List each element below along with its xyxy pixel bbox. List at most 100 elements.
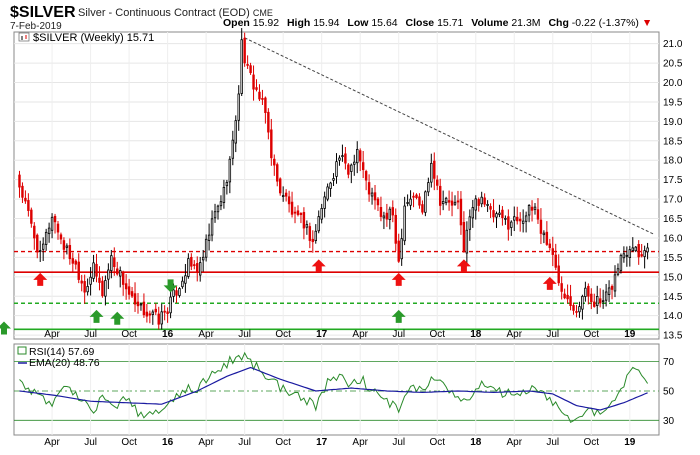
candle [560, 276, 563, 300]
chg-down-arrow-icon: ▼ [642, 17, 652, 29]
candle [394, 208, 397, 251]
candle [184, 263, 187, 293]
rsi-x-tick: Oct [275, 437, 291, 448]
candle [44, 228, 48, 251]
candle [284, 189, 288, 202]
candle [329, 181, 332, 197]
ema-series-line [19, 366, 648, 411]
arrow-up-icon [311, 259, 326, 273]
candle [278, 177, 282, 196]
price-x-tick: Jul [546, 329, 559, 340]
candle [501, 206, 504, 226]
price-y-tick: 15.0 [663, 272, 683, 283]
candle [116, 261, 119, 276]
candle [601, 289, 605, 309]
candle [187, 253, 190, 279]
candle [604, 283, 608, 307]
candle [536, 198, 540, 224]
candle [542, 230, 546, 244]
candle [640, 243, 643, 258]
rsi-x-tick: 19 [624, 437, 636, 448]
candle [513, 206, 516, 232]
candle [222, 179, 226, 209]
candle [492, 199, 495, 223]
price-y-tick: 15.5 [663, 253, 683, 264]
candle [507, 209, 510, 241]
price-x-tick: Oct [584, 329, 600, 340]
price-y-tick: 14.0 [663, 311, 683, 322]
candle [276, 162, 279, 187]
candle [53, 213, 57, 234]
price-legend-label: $SILVER (Weekly) 15.71 [33, 32, 154, 44]
candle [551, 236, 554, 267]
trendline [244, 37, 654, 235]
candle [231, 130, 235, 166]
candle [471, 199, 475, 228]
price-y-tick: 16.5 [663, 214, 683, 225]
rsi-grid [14, 344, 659, 435]
candle [376, 197, 380, 212]
candle [258, 84, 261, 102]
candle [139, 302, 143, 311]
candle [373, 184, 377, 210]
rsi-x-tick: Oct [429, 437, 445, 448]
candle [436, 175, 439, 191]
rsi-lines [19, 351, 649, 424]
arrow-up-icon [110, 311, 125, 325]
candle [24, 190, 27, 204]
candle [166, 307, 169, 323]
candle [622, 246, 626, 263]
candle [643, 245, 646, 269]
candle [533, 203, 537, 215]
candle [124, 274, 128, 300]
candle [350, 163, 353, 184]
candle [462, 211, 466, 253]
candle [59, 232, 63, 245]
candle [133, 282, 137, 312]
price-x-tick: 16 [162, 329, 174, 340]
candle [338, 155, 341, 166]
candle [388, 206, 392, 230]
candle [527, 204, 531, 223]
candle [21, 182, 24, 203]
candle [225, 179, 229, 195]
candle [71, 252, 75, 272]
candle [379, 196, 383, 222]
price-panel [13, 31, 660, 340]
rsi-x-tick: Jul [84, 437, 97, 448]
rsi-x-tick: 16 [162, 437, 174, 448]
candle [41, 237, 45, 261]
candle [83, 274, 86, 304]
candle [569, 284, 572, 311]
candle [193, 260, 196, 270]
candle [190, 253, 193, 271]
candle [406, 194, 409, 207]
candle [261, 89, 264, 105]
candle [545, 221, 549, 246]
candle [56, 220, 60, 240]
price-y-tick: 21.0 [663, 39, 683, 50]
candle [628, 245, 632, 267]
candle [516, 206, 519, 225]
candle [62, 237, 66, 260]
candle [518, 212, 522, 232]
candle [104, 275, 107, 306]
rsi-x-tick: Oct [584, 437, 600, 448]
rsi-y-axis: 30 50 70 [663, 357, 675, 427]
candle [625, 246, 629, 267]
candle [39, 240, 42, 262]
rsi-y-tick: 30 [663, 416, 675, 427]
candle [130, 286, 134, 299]
candle [89, 267, 92, 296]
candle [68, 238, 72, 265]
candle [397, 233, 400, 263]
candle [142, 293, 146, 318]
price-y-tick: 19.5 [663, 97, 683, 108]
candle [299, 212, 303, 224]
candle [219, 195, 223, 211]
candle [616, 263, 620, 277]
candle [198, 256, 202, 282]
candle [270, 118, 273, 166]
candle [290, 191, 294, 218]
candle [370, 187, 374, 205]
